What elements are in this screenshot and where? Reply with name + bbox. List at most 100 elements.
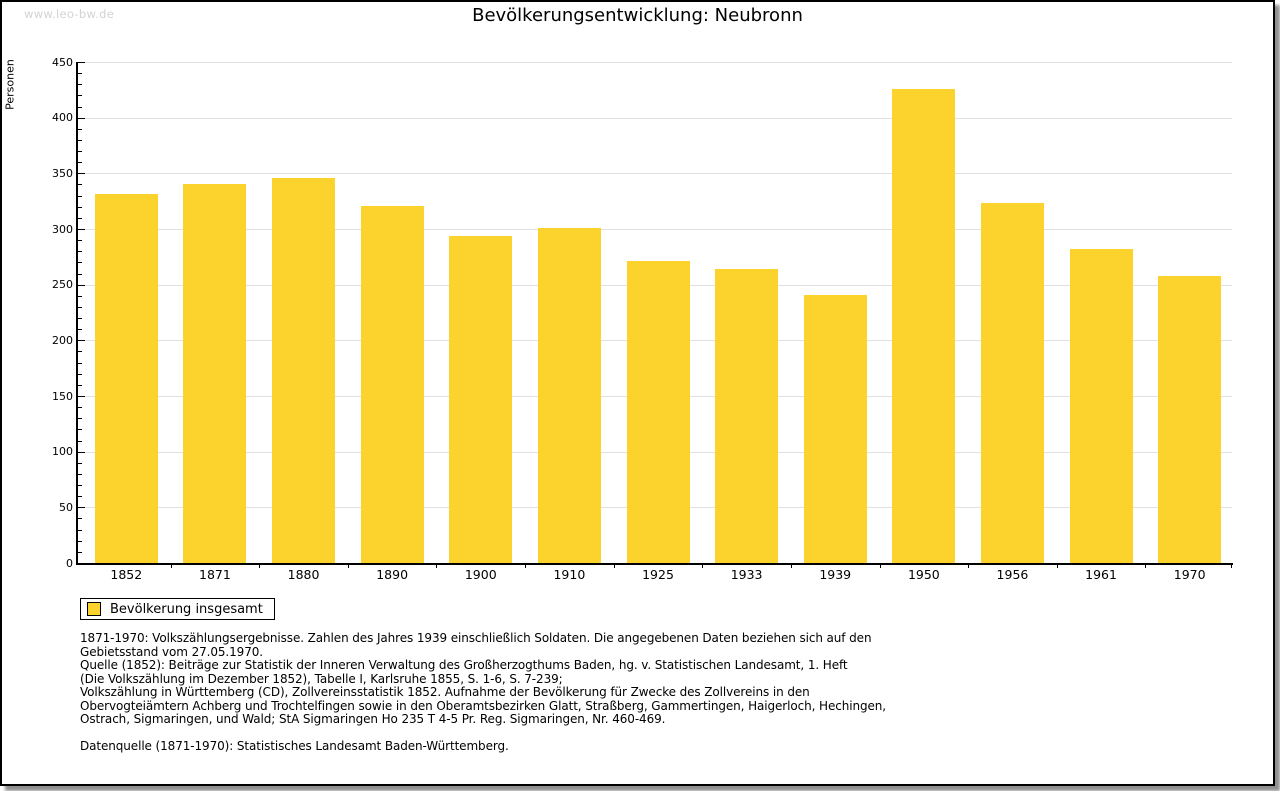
y-minor-tick (78, 485, 82, 487)
y-major-tick (78, 284, 85, 286)
x-boundary-tick (259, 563, 261, 568)
x-boundary-tick (1231, 563, 1232, 568)
y-minor-tick (78, 151, 82, 153)
watermark: www.leo-bw.de (24, 7, 115, 21)
x-tick-label: 1970 (1173, 567, 1206, 582)
y-minor-tick (78, 540, 82, 542)
bar-1900 (449, 235, 513, 563)
bar-1950 (892, 88, 956, 563)
gridline-400 (78, 117, 1232, 119)
footnote-line: 1871-1970: Volkszählungsergebnisse. Zahl… (80, 631, 872, 645)
x-boundary-tick (968, 563, 970, 568)
x-tick-label: 1871 (199, 567, 231, 582)
bar-1880 (272, 177, 336, 563)
x-boundary-tick (702, 563, 704, 568)
data-source-line: Datenquelle (1871-1970): Statistisches L… (80, 738, 509, 753)
x-boundary-tick (879, 563, 881, 568)
x-boundary-tick (525, 563, 527, 568)
y-minor-tick (78, 251, 82, 253)
y-minor-tick (78, 306, 82, 308)
y-minor-tick (78, 206, 82, 208)
y-tick-label: 100 (52, 445, 73, 459)
x-tick-label: 1880 (287, 567, 320, 582)
y-minor-tick (78, 496, 82, 498)
y-minor-tick (78, 551, 82, 553)
y-minor-tick (78, 273, 82, 275)
x-tick-label: 1961 (1085, 567, 1117, 582)
y-minor-tick (78, 95, 82, 97)
x-tick-label: 1933 (730, 567, 763, 582)
footnote-line: Gebietsstand vom 27.05.1970. (80, 644, 263, 659)
y-tick-label: 450 (52, 55, 73, 69)
bar-1939 (803, 294, 867, 563)
y-minor-tick (78, 295, 82, 297)
y-tick-label: 200 (52, 333, 73, 347)
legend: Bevölkerung insgesamt (80, 598, 275, 620)
footnote-line: Obervogteiämtern Achberg und Trochtelfin… (80, 698, 887, 713)
bar-1961 (1069, 249, 1133, 563)
y-minor-tick (78, 440, 82, 442)
x-tick-label: 1956 (996, 567, 1029, 582)
x-boundary-tick (436, 563, 438, 568)
y-minor-tick (78, 462, 82, 464)
bar-1852 (94, 194, 158, 563)
y-tick-label: 300 (52, 222, 73, 236)
y-minor-tick (78, 384, 82, 386)
y-minor-tick (78, 529, 82, 531)
y-tick-label: 0 (66, 556, 73, 570)
gridline-300 (78, 229, 1232, 230)
legend-swatch-icon (87, 602, 101, 616)
y-minor-tick (78, 518, 82, 520)
y-minor-tick (78, 84, 82, 86)
legend-label: Bevölkerung insgesamt (110, 601, 263, 617)
y-minor-tick (78, 128, 82, 130)
x-boundary-tick (170, 563, 172, 568)
y-minor-tick (78, 351, 82, 353)
y-minor-tick (78, 162, 82, 164)
y-minor-tick (78, 262, 82, 264)
x-tick-label: 1900 (464, 567, 497, 582)
y-minor-tick (78, 217, 82, 219)
footnote-line: Quelle (1852): Beiträge zur Statistik de… (80, 658, 848, 672)
y-minor-tick (78, 139, 82, 141)
bar-1970 (1158, 275, 1222, 563)
y-major-tick (78, 173, 85, 175)
y-minor-tick (78, 407, 82, 409)
x-tick-label: 1910 (553, 567, 586, 582)
gridline-450 (78, 62, 1232, 63)
bar-1956 (980, 203, 1044, 563)
footnote-line: (Die Volkszählung im Dezember 1852), Tab… (80, 671, 563, 686)
bar-1871 (183, 184, 247, 563)
y-tick-label: 350 (52, 166, 73, 180)
y-minor-tick (78, 373, 82, 375)
footnote-line: Volkszählung in Württemberg (CD), Zollve… (80, 685, 810, 699)
x-tick-label: 1890 (376, 567, 409, 582)
x-tick-label: 1925 (642, 567, 674, 582)
x-tick-label: 1852 (110, 567, 143, 582)
y-major-tick (78, 229, 85, 230)
x-tick-label: 1939 (819, 567, 852, 582)
y-minor-tick (78, 318, 82, 320)
y-minor-tick (78, 73, 82, 75)
x-axis-line (76, 563, 1233, 565)
y-minor-tick (78, 240, 82, 242)
bar-1890 (360, 205, 424, 563)
y-major-tick (78, 62, 85, 63)
x-boundary-tick (1145, 563, 1147, 568)
page-title: Bevölkerungsentwicklung: Neubronn (472, 5, 803, 26)
x-boundary-tick (1056, 563, 1058, 568)
y-major-tick (78, 396, 85, 397)
y-minor-tick (78, 429, 82, 431)
y-major-tick (78, 117, 85, 119)
y-major-tick (78, 451, 85, 453)
y-minor-tick (78, 106, 82, 108)
y-tick-label: 150 (52, 389, 73, 403)
x-boundary-tick (613, 563, 615, 568)
y-tick-label: 50 (59, 500, 73, 514)
y-major-tick (78, 340, 85, 342)
gridline-350 (78, 173, 1232, 175)
footnotes: 1871-1970: Volkszählungsergebnisse. Zahl… (80, 631, 887, 753)
bar-1910 (537, 227, 601, 563)
